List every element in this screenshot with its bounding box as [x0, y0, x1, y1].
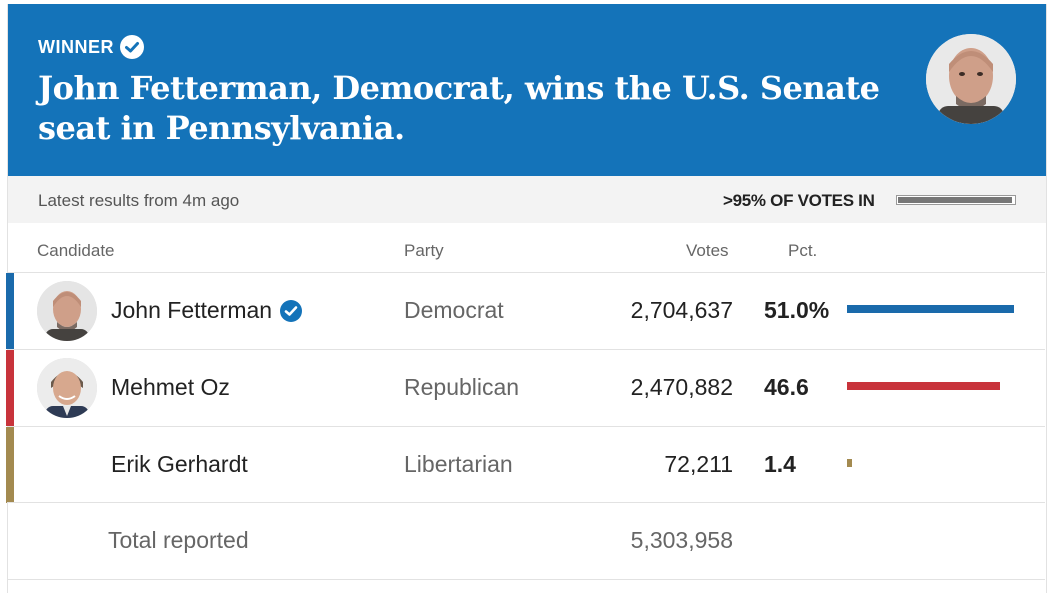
winner-check-icon [120, 35, 144, 59]
election-results-card: WINNER John Fetterman, Democrat, wins th… [7, 4, 1047, 593]
candidate-party: Republican [404, 374, 520, 400]
candidate-votes: 2,704,637 [630, 297, 733, 323]
candidate-name: John Fetterman [111, 297, 303, 324]
party-color-bar [6, 427, 14, 503]
results-meta-bar: Latest results from 4m ago >95% OF VOTES… [8, 176, 1046, 223]
candidate-pct: 51.0% [764, 297, 830, 323]
candidate-avatar [37, 358, 97, 418]
votes-in-text: >95% OF VOTES IN [723, 191, 875, 210]
winner-row: WINNER [38, 35, 144, 59]
column-header-candidate: Candidate [37, 241, 115, 260]
winner-banner: WINNER John Fetterman, Democrat, wins th… [8, 4, 1046, 176]
candidate-party: Democrat [404, 297, 504, 323]
party-color-bar [6, 350, 14, 426]
check-circle-icon [280, 299, 303, 322]
winner-label: WINNER [38, 36, 114, 57]
winner-avatar [926, 34, 1016, 124]
candidate-row: Mehmet Oz Republican 2,470,882 46.6 [6, 349, 1045, 426]
candidate-name: Erik Gerhardt [111, 451, 248, 478]
candidate-pct: 46.6 [764, 374, 809, 400]
candidate-name-text: Erik Gerhardt [111, 451, 248, 477]
headline: John Fetterman, Democrat, wins the U.S. … [38, 69, 880, 147]
candidate-votes: 72,211 [664, 451, 733, 477]
column-header-party: Party [404, 241, 444, 260]
candidate-pct-bar [847, 459, 852, 467]
candidate-avatar [37, 281, 97, 341]
candidate-row: John Fetterman Democrat 2,704,637 51.0% [6, 272, 1045, 349]
candidate-name-text: John Fetterman [111, 297, 273, 323]
candidate-name-text: Mehmet Oz [111, 374, 230, 400]
column-header-pct: Pct. [788, 241, 818, 260]
candidate-pct-bar [847, 305, 1014, 313]
candidate-votes: 2,470,882 [630, 374, 733, 400]
candidate-party: Libertarian [404, 451, 513, 477]
candidate-pct: 1.4 [764, 451, 796, 477]
column-header-votes: Votes [686, 241, 729, 260]
party-color-bar [6, 273, 14, 349]
candidate-pct-bar [847, 382, 1000, 390]
total-reported-label: Total reported [108, 527, 249, 553]
votes-in-progress-bar [896, 195, 1016, 205]
total-reported-votes: 5,303,958 [630, 527, 733, 553]
votes-in-progress-fill [898, 197, 1012, 203]
total-reported-row: Total reported 5,303,958 [7, 502, 1045, 580]
candidate-row: Erik Gerhardt Libertarian 72,211 1.4 [6, 426, 1045, 503]
candidate-name: Mehmet Oz [111, 374, 230, 401]
latest-results-text: Latest results from 4m ago [38, 191, 240, 210]
